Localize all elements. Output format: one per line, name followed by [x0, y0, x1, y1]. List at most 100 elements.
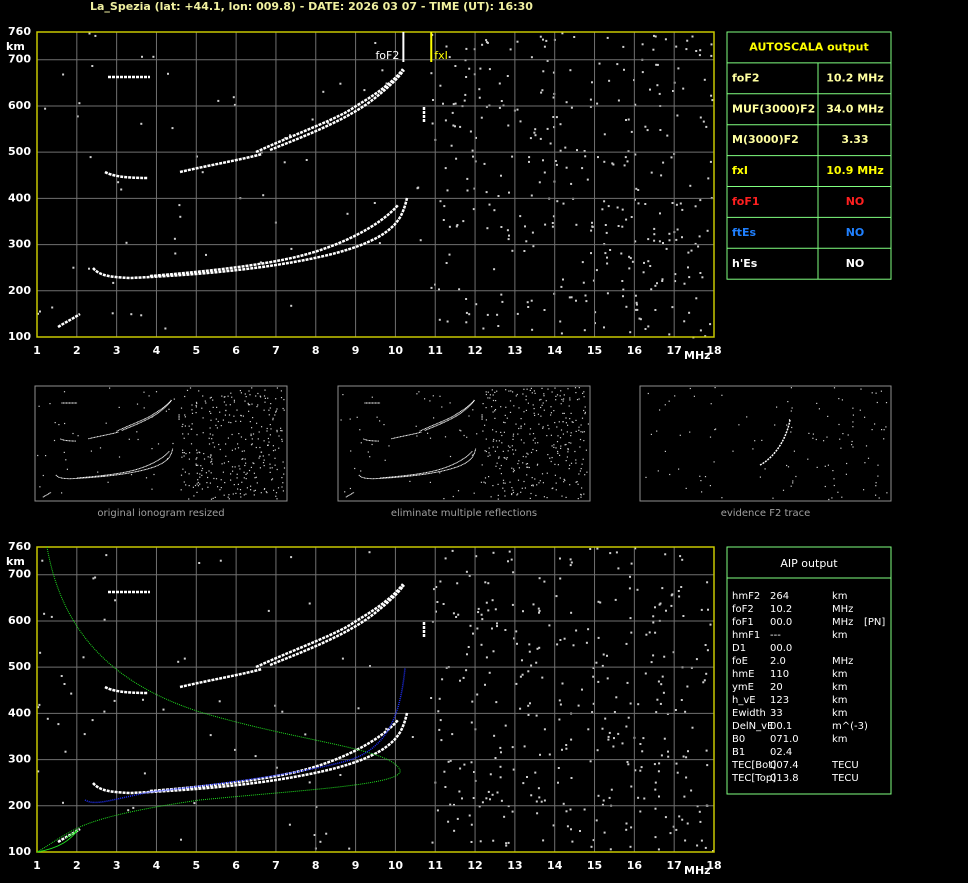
noise-dot [583, 329, 586, 332]
noise-dot [485, 391, 487, 393]
aip-cell: TECU [831, 773, 859, 784]
noise-dot [548, 753, 551, 756]
noise-dot [808, 432, 810, 434]
noise-dot [208, 470, 210, 472]
noise-dot [530, 56, 533, 59]
noise-dot [875, 482, 877, 484]
noise-dot [495, 431, 497, 433]
noise-dot [876, 401, 878, 404]
noise-dot [348, 847, 351, 850]
noise-dot [237, 447, 240, 449]
noise-dot [543, 45, 546, 48]
noise-dot [670, 156, 673, 159]
noise-dot [103, 618, 106, 621]
noise-dot [686, 685, 689, 688]
noise-dot [626, 681, 629, 684]
noise-dot [453, 803, 455, 806]
noise-dot [280, 390, 282, 392]
noise-dot [443, 498, 445, 500]
noise-dot [469, 130, 472, 133]
noise-dot [349, 487, 351, 490]
noise-dot [471, 700, 474, 703]
noise-dot [64, 422, 66, 425]
noise-dot [705, 125, 708, 128]
noise-dot [277, 487, 280, 489]
noise-dot [202, 417, 204, 419]
noise-dot [452, 612, 455, 615]
noise-dot [217, 99, 220, 102]
noise-dot [363, 89, 366, 92]
noise-dot [346, 212, 349, 215]
x-tick-label: 3 [113, 344, 121, 357]
noise-dot [233, 415, 235, 417]
noise-dot [503, 815, 506, 818]
noise-dot [528, 466, 530, 469]
noise-dot [530, 387, 532, 389]
noise-dot [599, 601, 602, 604]
noise-dot [542, 159, 544, 162]
noise-dot [568, 442, 570, 444]
noise-dot [709, 623, 712, 626]
noise-dot [482, 403, 484, 405]
noise-dot [584, 155, 587, 158]
aip-cell: [PN] [864, 617, 885, 628]
noise-dot [561, 748, 563, 751]
noise-dot [478, 96, 481, 99]
noise-dot [216, 427, 218, 429]
noise-dot [543, 580, 546, 583]
noise-dot [517, 433, 519, 435]
noise-dot [641, 71, 644, 74]
noise-dot [587, 728, 590, 731]
noise-dot [512, 571, 515, 574]
noise-dot [481, 464, 483, 466]
noise-dot [644, 672, 647, 675]
noise-dot [448, 56, 451, 59]
noise-dot [687, 266, 689, 269]
noise-dot [274, 457, 276, 459]
noise-dot [574, 387, 577, 389]
noise-dot [243, 471, 245, 473]
noise-dot [543, 309, 546, 311]
noise-dot [487, 391, 489, 393]
noise-dot [308, 602, 311, 605]
noise-dot [689, 387, 691, 390]
noise-dot [340, 419, 342, 421]
noise-dot [528, 643, 531, 646]
noise-dot [439, 84, 442, 87]
plot-frame [36, 31, 715, 338]
x-tick-label: 16 [627, 344, 643, 357]
noise-dot [195, 412, 197, 414]
noise-dot [271, 478, 274, 480]
noise-dot [570, 182, 573, 185]
noise-dot [622, 295, 624, 298]
noise-dot [205, 402, 207, 404]
noise-dot [220, 487, 222, 489]
noise-dot [695, 297, 698, 300]
noise-dot [661, 587, 664, 590]
noise-dot [542, 427, 544, 429]
noise-dot [883, 429, 885, 431]
marker-label: fxI [434, 49, 448, 62]
noise-dot [202, 432, 204, 434]
noise-dot [543, 171, 546, 174]
noise-dot [267, 437, 269, 440]
noise-dot [606, 654, 608, 657]
noise-dot [275, 411, 277, 413]
noise-dot [481, 618, 484, 621]
noise-dot [489, 454, 491, 456]
noise-dot [630, 216, 633, 218]
noise-dot [245, 396, 247, 398]
noise-dot [538, 482, 540, 484]
noise-dot [512, 391, 514, 393]
aip-cell: TECU [831, 760, 859, 771]
noise-dot [526, 388, 528, 390]
noise-dot [505, 842, 508, 845]
noise-dot [167, 458, 169, 460]
noise-dot [663, 655, 666, 658]
noise-dot [674, 395, 676, 397]
noise-dot [448, 253, 451, 256]
thumbnail-caption: eliminate multiple reflections [391, 508, 537, 519]
noise-dot [283, 409, 285, 411]
noise-dot [630, 130, 633, 133]
noise-dot [451, 111, 454, 114]
